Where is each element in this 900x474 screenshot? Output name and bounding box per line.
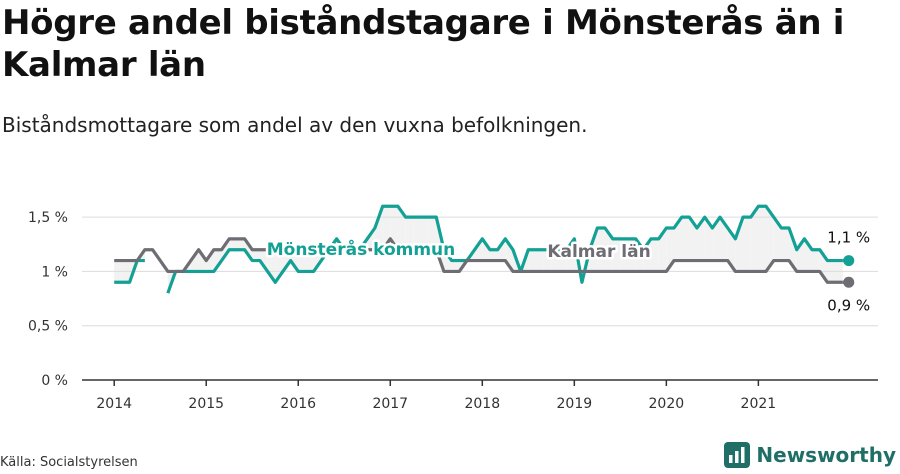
- band-segment: [650, 238, 659, 272]
- band-segment: [781, 228, 790, 261]
- newsworthy-logo-icon: [724, 442, 751, 468]
- band-segment: [229, 238, 237, 250]
- x-tick-label: 2017: [372, 396, 408, 412]
- band-segment: [405, 217, 414, 250]
- x-tick-label: 2018: [464, 396, 500, 412]
- band-segment: [812, 249, 820, 272]
- page-title: Högre andel biståndstagare i Mönsterås ä…: [2, 3, 845, 85]
- band-segment: [627, 238, 636, 272]
- band-segment: [236, 238, 245, 250]
- band-segment: [305, 249, 314, 272]
- y-tick-label: 0,5 %: [28, 319, 68, 335]
- band-segment: [451, 260, 460, 272]
- end-label-county: 0,9 %: [827, 296, 870, 314]
- band-segment: [252, 249, 260, 261]
- brand-name: Newsworthy: [756, 443, 896, 467]
- x-axis: [82, 379, 878, 386]
- x-tick-label: 2019: [557, 396, 593, 412]
- x-tick-label: 2015: [188, 396, 224, 412]
- band-segment: [597, 228, 605, 272]
- chart-subtitle: Biståndsmottagare som andel av den vuxna…: [2, 113, 588, 137]
- band-segment: [620, 238, 628, 272]
- band-segment: [489, 249, 498, 261]
- y-tick-label: 1,5 %: [28, 210, 68, 226]
- band-segment: [750, 206, 759, 272]
- source-note: Källa: Socialstyrelsen: [0, 455, 138, 470]
- series-label-municipality-halo: Mönsterås kommun: [267, 238, 456, 260]
- end-label-municipality: 1,1 %: [827, 229, 870, 247]
- band-segment: [420, 217, 429, 250]
- band-segment: [735, 217, 744, 272]
- band-segment: [766, 206, 774, 272]
- band-segment: [558, 249, 567, 272]
- band-segment: [551, 249, 559, 272]
- line-chart: 0 % 0,5 % 1 % 1,5 % 2014 2015 2016 2017 2018 2019…: [28, 204, 878, 412]
- band-segment: [413, 217, 421, 250]
- band-segment: [428, 217, 437, 250]
- x-tick-label: 2014: [96, 396, 132, 412]
- series-line-municipality: [166, 204, 843, 294]
- band-segment: [267, 249, 276, 283]
- series-line-municipality: [114, 258, 145, 284]
- band-segment: [535, 249, 544, 272]
- series-label-county-halo: Kalmar län: [547, 242, 650, 262]
- series-label-county-text: Kalmar län: [547, 242, 650, 262]
- x-tick-label: 2020: [649, 396, 685, 412]
- band-segment: [589, 228, 598, 272]
- chart-labels: 0 % 0,5 % 1 % 1,5 % 2014 2015 2016 2017 2018 2019…: [28, 210, 870, 412]
- x-tick-label: 2016: [280, 396, 316, 412]
- series-label-municipality-text: Mönsterås kommun: [267, 238, 456, 260]
- band-segment: [298, 249, 306, 272]
- band-segment: [681, 217, 690, 261]
- band-segment: [528, 249, 536, 272]
- y-tick-label: 1 %: [41, 264, 68, 280]
- y-tick-label: 0 %: [41, 373, 68, 389]
- x-tick-label: 2021: [741, 396, 777, 412]
- band-segment: [612, 238, 621, 272]
- band-segment: [743, 217, 751, 272]
- band-segment: [543, 249, 552, 272]
- series-lines: [114, 204, 855, 294]
- series-line-county: [114, 237, 843, 284]
- end-point-marker: [843, 255, 855, 267]
- end-point-marker: [843, 276, 855, 288]
- brand-logo[interactable]: Newsworthy: [724, 442, 896, 468]
- band-segment: [758, 206, 767, 272]
